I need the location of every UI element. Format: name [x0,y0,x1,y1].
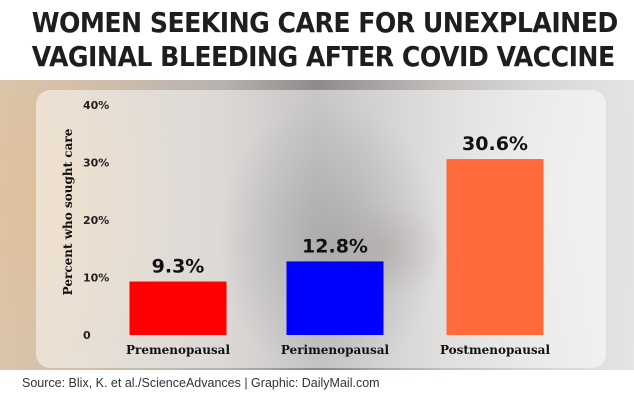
y-tick-label: 10% [83,272,109,285]
category-label: Premenopausal [126,343,230,357]
y-axis-ticks: 0 10% 20% 30% 40% [83,99,109,342]
headline-line-2: VAGINAL BLEEDING AFTER COVID VACCINE [31,40,616,73]
data-labels: 9.3% 12.8% 30.6% [152,133,528,277]
bar-chart: Percent who sought care 0 10% 20% 30% 40% 9.… [61,99,550,357]
bar-postmenopausal [446,159,544,335]
footer: Source: Blix, K. et al./ScienceAdvances … [0,370,634,400]
data-label: 12.8% [302,235,368,257]
y-axis-label: Percent who sought care [61,128,75,295]
headline-line-1: WOMEN SEEKING CARE FOR UNEXPLAINED [31,6,619,39]
y-tick-label: 30% [83,157,109,170]
data-label: 9.3% [152,256,205,278]
bar-premenopausal [129,281,227,335]
y-tick-label: 0 [83,329,91,342]
data-label: 30.6% [462,133,528,155]
category-labels: Premenopausal Perimenopausal Postmenopausa… [126,343,550,357]
y-tick-label: 40% [83,99,109,112]
source-credit: Source: Blix, K. et al./ScienceAdvances … [22,376,380,390]
bars [129,159,544,335]
bar-perimenopausal [286,261,384,335]
category-label: Postmenopausal [440,343,550,357]
category-label: Perimenopausal [281,343,390,357]
y-tick-label: 20% [83,214,109,227]
headline: WOMEN SEEKING CARE FOR UNEXPLAINED VAGIN… [0,0,634,80]
